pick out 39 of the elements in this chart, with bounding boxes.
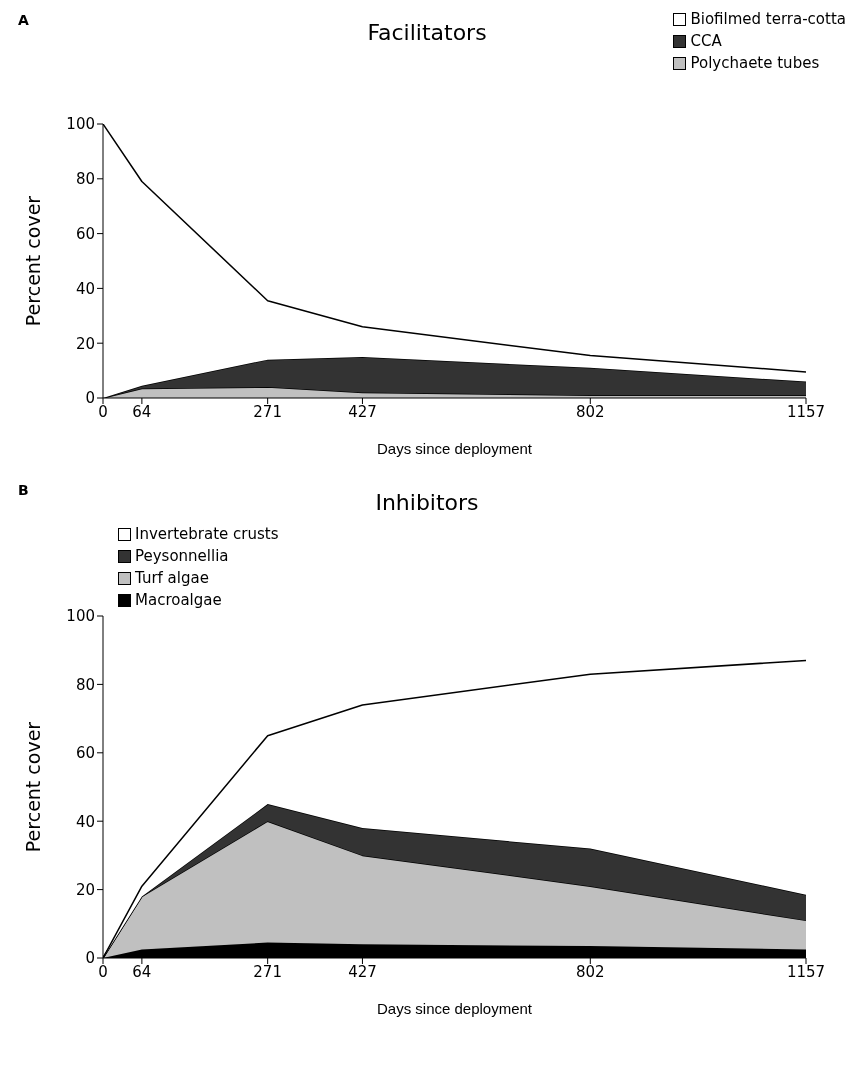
x-tick-label: 427 (348, 962, 377, 981)
legend-label: Peysonnellia (135, 546, 229, 567)
x-tick-label: 427 (348, 402, 377, 421)
y-axis-title: Percent cover (21, 721, 44, 853)
x-tick-label: 802 (575, 402, 605, 421)
y-tick-label: 40 (75, 812, 95, 831)
chart-title: Facilitators (367, 20, 487, 45)
x-tick-label: 0 (98, 962, 108, 981)
y-tick-label: 100 (66, 115, 95, 134)
x-tick-label: 64 (132, 962, 152, 981)
legend-label: CCA (690, 31, 722, 52)
legend-label: Biofilmed terra-cotta (690, 9, 846, 30)
y-tick-label: 20 (75, 334, 95, 353)
x-tick-label: 802 (575, 962, 605, 981)
y-tick-label: 0 (85, 389, 95, 408)
legend-label: Macroalgae (135, 590, 222, 611)
y-tick-label: 0 (85, 949, 95, 968)
legend-label: Polychaete tubes (690, 53, 820, 74)
legend-label: Turf algae (135, 568, 209, 589)
x-tick-label: 1157 (786, 402, 826, 421)
x-tick-label: 1157 (786, 962, 826, 981)
y-tick-label: 40 (75, 279, 95, 298)
y-tick-label: 80 (75, 170, 95, 189)
legend-label: Invertebrate crusts (135, 524, 279, 545)
x-tick-label: 271 (253, 402, 282, 421)
y-tick-label: 80 (75, 675, 95, 694)
x-tick-label: 0 (98, 402, 108, 421)
x-axis-title: Days since deployment (376, 439, 533, 457)
y-tick-label: 60 (75, 744, 95, 763)
y-axis-title: Percent cover (21, 195, 44, 327)
y-tick-label: 20 (75, 880, 95, 899)
text: B (18, 482, 29, 498)
x-tick-label: 271 (253, 962, 282, 981)
y-tick-label: 100 (66, 607, 95, 626)
x-tick-label: 64 (132, 402, 152, 421)
chart-title: Inhibitors (375, 490, 479, 515)
text: A (18, 12, 29, 28)
x-axis-title: Days since deployment (376, 999, 533, 1017)
y-tick-label: 60 (75, 224, 95, 243)
